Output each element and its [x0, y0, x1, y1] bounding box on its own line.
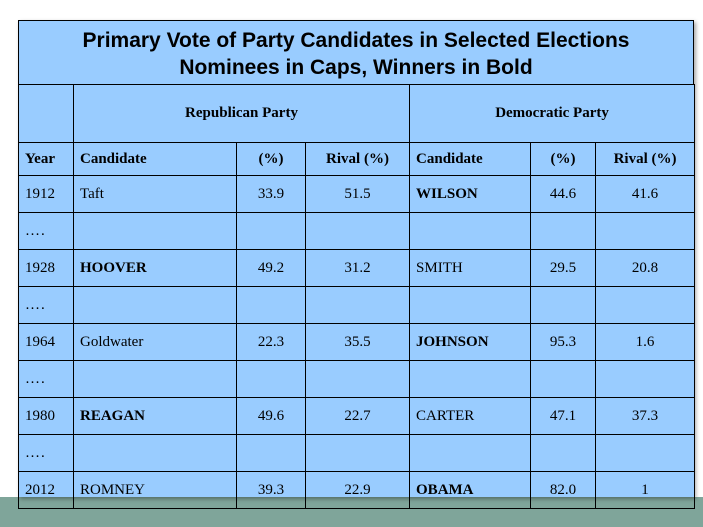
gap-cell [530, 434, 597, 472]
rep-pct-cell: 49.6 [236, 397, 306, 435]
gap-cell [236, 286, 306, 324]
gap-ellipsis: …. [18, 212, 74, 250]
year-cell: 1912 [18, 175, 74, 213]
rep-pct-cell: 39.3 [236, 471, 306, 509]
year-cell: 2012 [18, 471, 74, 509]
col-year: Year [18, 142, 74, 176]
gap-cell [236, 212, 306, 250]
rep-rival-cell: 35.5 [304, 323, 411, 361]
title-line-1: Primary Vote of Party Candidates in Sele… [82, 29, 630, 52]
rep-candidate-cell: Taft [73, 175, 237, 213]
gap-cell [73, 434, 237, 472]
gap-cell [409, 212, 532, 250]
gap-cell [73, 286, 237, 324]
table-title: Primary Vote of Party Candidates in Sele… [18, 20, 694, 85]
party-header-blank [18, 84, 74, 143]
table-body: 1912 Taft 33.9 51.5 WILSON 44.6 41.6…. 1928 HOOV… [18, 175, 696, 509]
col-dem-pct: (%) [530, 142, 597, 176]
rep-rival-cell: 22.7 [304, 397, 411, 435]
dem-rival-cell: 20.8 [595, 249, 696, 287]
rep-candidate-cell: Goldwater [73, 323, 237, 361]
gap-cell [304, 360, 411, 398]
table-row: 2012 ROMNEY 39.3 22.9 OBAMA 82.0 1 [18, 471, 696, 509]
dem-candidate-cell: JOHNSON [409, 323, 532, 361]
rep-candidate-cell: REAGAN [73, 397, 237, 435]
gap-cell [595, 360, 696, 398]
dem-candidate-cell: WILSON [409, 175, 532, 213]
table-row: 1964 Goldwater 22.3 35.5 JOHNSON 95.3 1.6 [18, 323, 696, 361]
rep-rival-cell: 31.2 [304, 249, 411, 287]
gap-cell [236, 360, 306, 398]
gap-row: …. [18, 434, 696, 472]
gap-ellipsis: …. [18, 286, 74, 324]
party-header-row: Republican Party Democratic Party [18, 84, 696, 143]
rep-rival-cell: 51.5 [304, 175, 411, 213]
year-cell: 1928 [18, 249, 74, 287]
title-line-2: Nominees in Caps, Winners in Bold [179, 56, 533, 79]
dem-rival-cell: 1.6 [595, 323, 696, 361]
gap-cell [595, 212, 696, 250]
republican-party-header: Republican Party [72, 84, 411, 143]
gap-cell [595, 434, 696, 472]
election-table: Primary Vote of Party Candidates in Sele… [18, 20, 696, 509]
table-row: 1980 REAGAN 49.6 22.7 CARTER 47.1 37.3 [18, 397, 696, 435]
gap-ellipsis: …. [18, 360, 74, 398]
dem-rival-cell: 37.3 [595, 397, 696, 435]
gap-cell [530, 360, 597, 398]
gap-cell [595, 286, 696, 324]
gap-ellipsis: …. [18, 434, 74, 472]
col-rep-candidate: Candidate [73, 142, 237, 176]
gap-cell [236, 434, 306, 472]
gap-cell [304, 212, 411, 250]
rep-candidate-cell: HOOVER [73, 249, 237, 287]
gap-cell [304, 434, 411, 472]
col-rep-rival: Rival (%) [304, 142, 411, 176]
rep-pct-cell: 49.2 [236, 249, 306, 287]
rep-pct-cell: 22.3 [236, 323, 306, 361]
dem-pct-cell: 82.0 [530, 471, 597, 509]
gap-cell [409, 286, 532, 324]
dem-rival-cell: 41.6 [595, 175, 696, 213]
dem-pct-cell: 29.5 [530, 249, 597, 287]
dem-rival-cell: 1 [595, 471, 696, 509]
gap-row: …. [18, 212, 696, 250]
year-cell: 1964 [18, 323, 74, 361]
rep-candidate-cell: ROMNEY [73, 471, 237, 509]
dem-pct-cell: 47.1 [530, 397, 597, 435]
gap-cell [409, 360, 532, 398]
dem-candidate-cell: OBAMA [409, 471, 532, 509]
dem-candidate-cell: CARTER [409, 397, 532, 435]
rep-rival-cell: 22.9 [304, 471, 411, 509]
dem-candidate-cell: SMITH [409, 249, 532, 287]
year-cell: 1980 [18, 397, 74, 435]
gap-cell [530, 212, 597, 250]
democratic-party-header: Democratic Party [409, 84, 696, 143]
rep-pct-cell: 33.9 [236, 175, 306, 213]
col-dem-rival: Rival (%) [595, 142, 696, 176]
col-rep-pct: (%) [236, 142, 306, 176]
column-header-row: Year Candidate (%) Rival (%) Candidate (… [18, 142, 696, 176]
gap-cell [530, 286, 597, 324]
dem-pct-cell: 44.6 [530, 175, 597, 213]
gap-cell [409, 434, 532, 472]
dem-pct-cell: 95.3 [530, 323, 597, 361]
col-dem-candidate: Candidate [409, 142, 532, 176]
gap-cell [73, 360, 237, 398]
table-row: 1912 Taft 33.9 51.5 WILSON 44.6 41.6 [18, 175, 696, 213]
results-grid: Republican Party Democratic Party Year C… [18, 84, 696, 509]
gap-cell [73, 212, 237, 250]
gap-cell [304, 286, 411, 324]
gap-row: …. [18, 286, 696, 324]
gap-row: …. [18, 360, 696, 398]
table-row: 1928 HOOVER 49.2 31.2 SMITH 29.5 20.8 [18, 249, 696, 287]
